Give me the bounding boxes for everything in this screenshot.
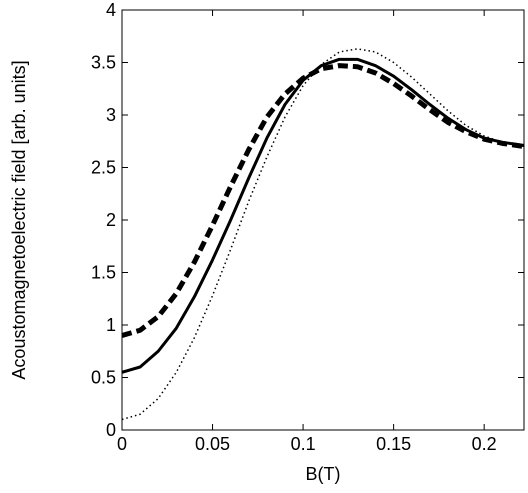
x-axis-label: B(T): [306, 464, 341, 484]
y-tick-label: 0.5: [91, 368, 116, 388]
y-tick-label: 3: [106, 105, 116, 125]
x-tick-label: 0.1: [291, 434, 316, 454]
x-tick-label: 0.15: [376, 434, 411, 454]
y-tick-label: 2: [106, 210, 116, 230]
data-line: [121, 63, 525, 338]
plot-box: [121, 9, 525, 431]
y-tick-label: 4: [106, 0, 116, 20]
y-tick-label: 3.5: [91, 53, 116, 73]
y-axis-label: Acoustomagnetoelectric field [arb. units…: [9, 60, 29, 379]
x-tick-label: 0.05: [195, 434, 230, 454]
y-tick-label: 2.5: [91, 158, 116, 178]
y-tick-label: 1.5: [91, 263, 116, 283]
x-tick-label: 0: [117, 434, 127, 454]
data-line: [121, 48, 525, 421]
y-tick-label: 0: [106, 420, 116, 440]
x-tick-label: 0.2: [472, 434, 497, 454]
y-tick-label: 1: [106, 315, 116, 335]
data-line: [121, 57, 525, 374]
